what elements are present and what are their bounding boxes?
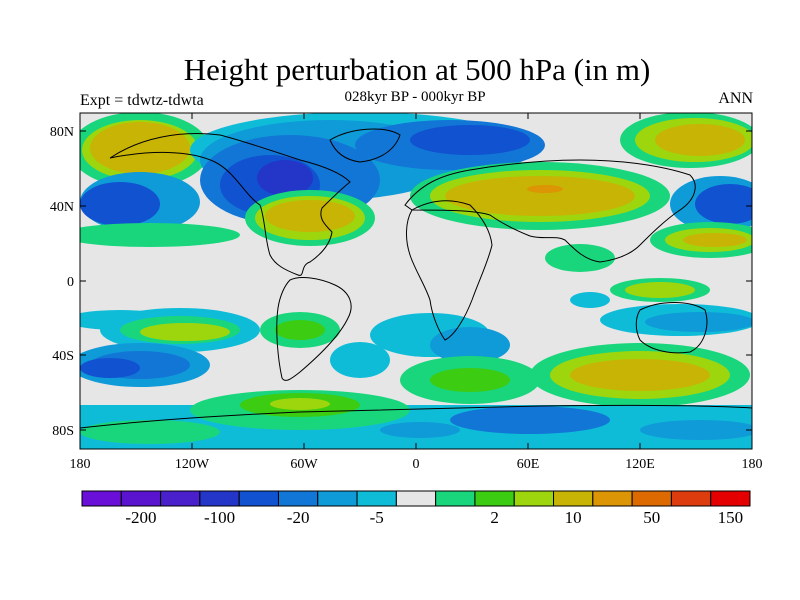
y-tick-label: 0 [67, 275, 74, 290]
southern-midlatitudes [80, 304, 752, 407]
colorbar: -200 -100 -20 -5 2 10 50 150 [81, 490, 751, 527]
colorbar-swatch [513, 490, 555, 507]
colorbar-swatch [631, 490, 672, 507]
x-tick-label: 0 [413, 457, 420, 472]
colorbar-swatch [474, 490, 515, 507]
colorbar-label: -100 [204, 508, 235, 527]
colorbar-label: 150 [718, 508, 744, 527]
x-tick-label: 180 [70, 457, 91, 472]
map-axes: 180 120W 60W 0 60E 120E 180 80N 40N 0 40S 80S [50, 113, 763, 472]
plot-title: Height perturbation at 500 hPa (in m) [183, 52, 651, 87]
colorbar-swatch [710, 490, 751, 507]
colorbar-swatch [592, 490, 633, 507]
colorbar-label: -5 [370, 508, 384, 527]
antarctic-ring [80, 390, 752, 449]
x-tick-label: 120E [625, 457, 655, 472]
x-tick-label: 60W [290, 457, 318, 472]
arctic-low [80, 113, 752, 232]
colorbar-label: 10 [565, 508, 582, 527]
x-tick-label: 60E [517, 457, 540, 472]
colorbar-swatch [81, 490, 122, 507]
colorbar-swatch [356, 490, 397, 507]
y-tick-label: 40N [50, 200, 74, 215]
contour-field [80, 113, 752, 449]
experiment-label: Expt = tdwtz-tdwta [80, 92, 204, 109]
y-tick-label: 40S [52, 349, 74, 364]
x-tick-label: 180 [742, 457, 763, 472]
plot-subtitle: 028kyr BP - 000kyr BP [344, 89, 486, 105]
y-tick-label: 80S [52, 424, 74, 439]
y-tick-label: 80N [50, 125, 74, 140]
colorbar-label: 50 [643, 508, 660, 527]
colorbar-swatch [670, 490, 712, 507]
colorbar-swatch [199, 490, 240, 507]
colorbar-swatch [238, 490, 279, 507]
eurasian-high [245, 162, 670, 246]
north-pacific-highs [80, 113, 752, 188]
colorbar-label: 2 [490, 508, 499, 527]
subtropical-features [80, 222, 752, 330]
colorbar-label: -200 [125, 508, 156, 527]
colorbar-swatch [395, 490, 437, 507]
colorbar-swatch [317, 490, 358, 507]
colorbar-swatch [553, 490, 594, 507]
colorbar-swatch [120, 490, 162, 507]
x-tick-label: 120W [175, 457, 210, 472]
colorbar-swatch [435, 490, 476, 507]
season-label: ANN [718, 90, 753, 107]
coastlines [80, 128, 752, 429]
colorbar-swatch [277, 490, 319, 507]
colorbar-swatch [160, 490, 201, 507]
colorbar-label: -20 [287, 508, 310, 527]
